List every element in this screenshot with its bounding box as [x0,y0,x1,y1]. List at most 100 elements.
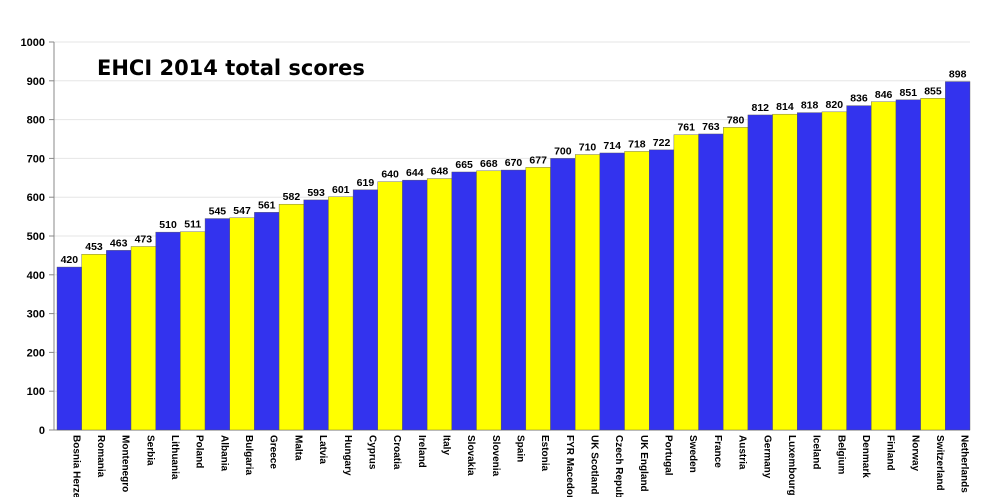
bar [624,151,650,431]
bar [352,189,378,431]
bar [451,171,477,431]
x-tick-label: Cyprus [366,435,377,470]
bar [747,114,773,431]
bar [303,199,329,431]
data-label: 710 [579,142,597,154]
x-tick-label: France [712,435,723,468]
y-tick-label: 200 [27,347,45,359]
bar [895,99,921,431]
data-label: 561 [258,199,276,211]
data-label: 601 [332,184,350,196]
x-tick-label: Netherlands [959,435,970,493]
data-label: 898 [949,69,967,81]
x-tick-label: Slovakia [465,435,476,476]
x-tick-label: Albania [218,435,229,472]
x-tick-label: Norway [909,435,920,472]
data-label: 818 [801,100,819,112]
data-label: 511 [184,219,201,231]
data-label: 780 [727,114,745,126]
x-tick-label: Denmark [860,435,871,478]
bars [56,81,971,431]
bar [821,111,847,431]
data-label: 547 [233,205,251,217]
x-tick-label: Croatia [391,435,402,470]
data-label: 677 [529,154,547,166]
x-tick-label: Serbia [144,435,155,466]
x-tick-label: Greece [268,435,279,469]
x-tick-label: Iceland [811,435,822,469]
chart-title: EHCI 2014 total scores [97,56,365,80]
y-tick-label: 900 [27,76,45,88]
bar [278,203,304,431]
x-tick-label: Lithuania [169,435,180,480]
x-tick-label: Hungary [342,435,353,476]
x-tick-label: Austria [737,435,748,470]
y-tick-label: 800 [27,115,45,127]
data-label: 855 [924,85,942,97]
data-label: 820 [826,99,844,111]
bar [698,133,724,431]
x-tick-label: Switzerland [934,435,945,491]
bar [871,101,897,431]
data-label: 453 [85,241,103,253]
data-label: 510 [159,219,177,231]
x-tick-label: Latvia [317,435,328,464]
data-label: 714 [603,140,621,152]
bar [920,98,946,431]
data-label: 463 [110,237,128,249]
x-tick-label: Czech Republic [613,435,624,497]
bar [155,231,181,431]
bar [772,113,798,431]
x-tick-label: Spain [515,435,526,462]
x-tick-label: Belgium [835,435,846,475]
bar [846,105,872,431]
bar [476,170,502,431]
data-label: 851 [900,87,918,99]
data-label: 670 [505,157,523,169]
y-tick-label: 1000 [21,37,45,49]
bar [599,152,625,431]
data-label: 648 [431,166,449,178]
bar [106,250,132,431]
data-label: 761 [677,122,695,134]
data-labels: 420 453 463 473 510 511 545 547 561 582 593 601 619 6… [61,69,967,266]
x-tick-label: Portugal [663,435,674,476]
data-label: 545 [209,206,227,218]
bar [328,196,354,431]
y-tick-label: 300 [27,309,45,321]
x-tick-label: Bosnia Herzego [70,435,81,497]
data-label: 814 [776,101,794,113]
data-label: 593 [307,187,325,199]
x-tick-label: Finland [885,435,896,471]
bar [81,254,107,431]
bar [550,158,576,431]
x-tick-label: UK Scotland [589,435,600,494]
x-tick-label: Germany [761,435,772,479]
bar [673,134,699,431]
data-label: 718 [628,138,646,150]
x-tick-label: Romania [95,435,106,478]
data-label: 420 [61,254,79,266]
bar [204,218,230,431]
data-label: 619 [357,177,375,189]
x-tick-label: Italy [440,435,451,455]
y-tick-label: 100 [27,386,45,398]
bar [377,181,403,431]
data-label: 846 [875,89,893,101]
data-label: 640 [381,169,399,181]
bar [229,217,255,431]
y-tick-label: 500 [27,231,45,243]
bar [130,246,156,431]
y-tick-label: 700 [27,153,45,165]
data-label: 582 [283,191,301,203]
bar [574,154,601,431]
data-label: 665 [455,159,473,171]
x-tick-label: Sweden [687,435,698,473]
bar [180,231,206,431]
data-label: 812 [751,102,769,114]
bar [500,169,527,431]
data-label: 763 [702,121,720,133]
data-label: 700 [554,145,572,157]
bar [426,178,453,431]
